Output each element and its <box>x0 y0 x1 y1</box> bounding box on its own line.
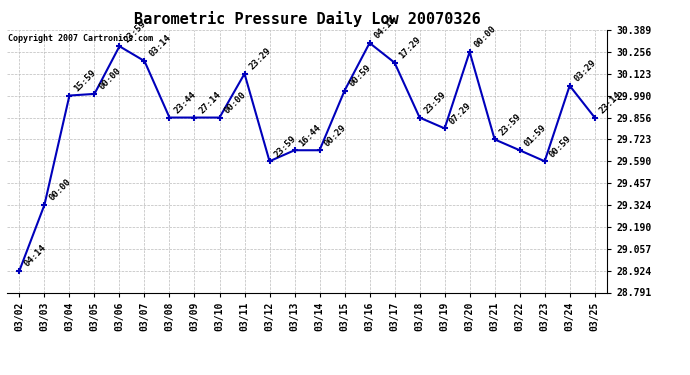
Text: 17:29: 17:29 <box>397 35 423 60</box>
Text: 00:59: 00:59 <box>347 63 373 88</box>
Text: 03:14: 03:14 <box>147 33 172 59</box>
Text: Copyright 2007 Cartronics.com: Copyright 2007 Cartronics.com <box>8 34 153 43</box>
Text: 00:00: 00:00 <box>47 177 72 203</box>
Text: 23:59: 23:59 <box>422 90 448 116</box>
Text: 23:29: 23:29 <box>247 46 273 72</box>
Text: 23:59: 23:59 <box>273 134 297 159</box>
Text: 00:00: 00:00 <box>473 24 497 50</box>
Text: 00:59: 00:59 <box>547 134 573 159</box>
Text: 04:14: 04:14 <box>373 15 397 41</box>
Text: 03:29: 03:29 <box>573 58 598 84</box>
Text: 16:44: 16:44 <box>297 123 323 148</box>
Text: 27:14: 27:14 <box>197 90 223 116</box>
Text: 00:29: 00:29 <box>322 123 348 148</box>
Title: Barometric Pressure Daily Low 20070326: Barometric Pressure Daily Low 20070326 <box>134 12 480 27</box>
Text: 23:59: 23:59 <box>497 112 523 137</box>
Text: 23:14: 23:14 <box>598 90 623 116</box>
Text: 00:00: 00:00 <box>222 90 248 116</box>
Text: 00:00: 00:00 <box>97 66 123 92</box>
Text: 15:59: 15:59 <box>72 68 97 93</box>
Text: 01:59: 01:59 <box>522 123 548 148</box>
Text: 04:14: 04:14 <box>22 243 48 268</box>
Text: 23:59: 23:59 <box>122 19 148 44</box>
Text: 23:44: 23:44 <box>172 90 197 116</box>
Text: 07:29: 07:29 <box>447 101 473 126</box>
